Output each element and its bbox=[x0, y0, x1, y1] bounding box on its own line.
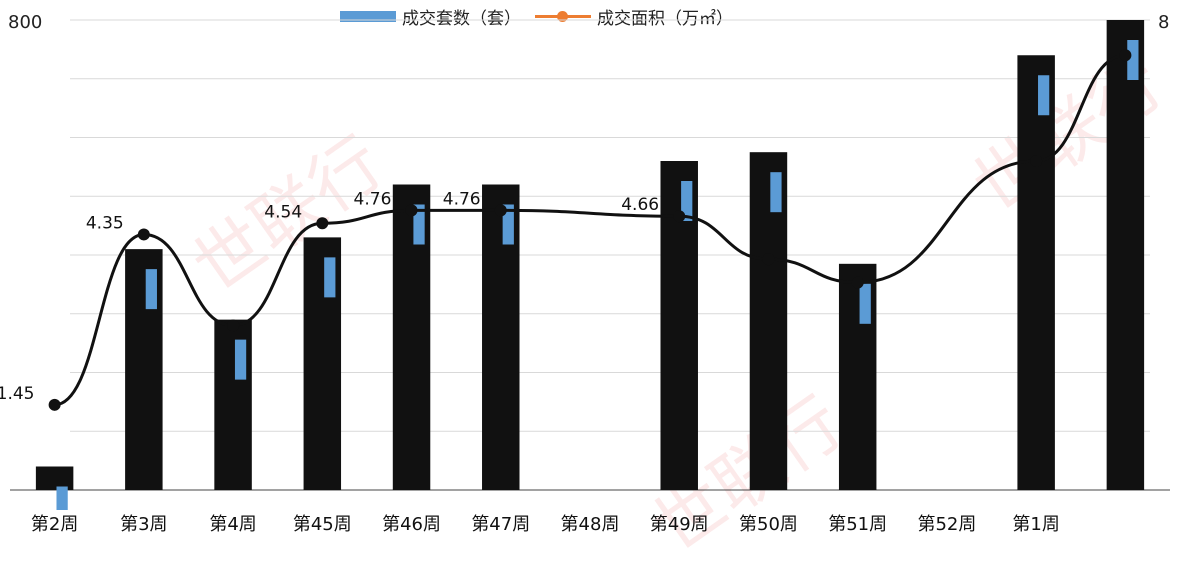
line-data-label: 4.54 bbox=[264, 202, 302, 222]
x-category-label: 第52周 bbox=[917, 514, 976, 535]
x-category-label: 第1周 bbox=[1012, 514, 1059, 535]
bar-highlight bbox=[1038, 75, 1050, 116]
line-data-label: 4.76 bbox=[443, 189, 481, 209]
bar-highlight bbox=[56, 486, 68, 510]
grid bbox=[10, 19, 1170, 491]
x-category-label: 第50周 bbox=[739, 514, 798, 535]
line-point bbox=[1030, 155, 1043, 167]
chart: 800 8 1.45 4.35 4.54 4.76 4.76 4.66 第2周 第3周 第4周 第45… bbox=[0, 12, 1170, 535]
bar bbox=[1106, 20, 1145, 490]
labels: 800 8 1.45 4.35 4.54 4.76 4.76 4.66 第2周 第3周 第4周 第45… bbox=[0, 12, 1169, 535]
x-category-label: 第45周 bbox=[293, 514, 352, 535]
line-point bbox=[316, 217, 329, 230]
bar-highlight bbox=[859, 283, 871, 324]
line-series bbox=[48, 49, 1132, 411]
bar-highlight bbox=[502, 204, 514, 245]
x-category-label: 第48周 bbox=[561, 514, 620, 535]
bars bbox=[35, 20, 1145, 510]
line-point bbox=[137, 228, 150, 241]
x-category-label: 第47周 bbox=[471, 514, 530, 535]
line-point bbox=[48, 398, 61, 411]
legend-line-swatch bbox=[535, 11, 591, 22]
legend-bar-swatch bbox=[340, 11, 396, 22]
line-point bbox=[494, 204, 507, 217]
x-category-label: 第4周 bbox=[209, 514, 256, 535]
chart-legend: 成交套数（套） 成交面积（万㎡） bbox=[340, 4, 733, 29]
bar-highlight bbox=[145, 269, 157, 310]
line-path bbox=[54, 53, 1126, 407]
x-category-label: 第46周 bbox=[382, 514, 441, 535]
x-category-label: 第2周 bbox=[31, 514, 78, 535]
bar-highlight bbox=[413, 204, 425, 245]
y-left-tick-label: 800 bbox=[8, 12, 42, 33]
bar bbox=[1017, 55, 1055, 490]
line-data-label: 4.66 bbox=[621, 195, 659, 215]
line-data-label: 1.45 bbox=[0, 384, 34, 404]
legend-item-bar: 成交套数（套） bbox=[340, 4, 521, 29]
y-right-tick-label: 8 bbox=[1158, 12, 1169, 33]
line-point bbox=[851, 276, 864, 289]
bar-highlight bbox=[681, 181, 693, 221]
bar-highlight bbox=[324, 257, 336, 298]
line-point bbox=[227, 319, 240, 332]
x-category-label: 第49周 bbox=[650, 514, 709, 535]
x-category-label: 第51周 bbox=[828, 514, 887, 535]
legend-line-label: 成交面积（万㎡） bbox=[597, 9, 733, 29]
bar-highlight bbox=[234, 339, 247, 380]
legend-bar-label: 成交套数（套） bbox=[402, 9, 521, 29]
line-point bbox=[673, 210, 686, 223]
bar-highlight bbox=[1127, 40, 1139, 80]
bar bbox=[35, 466, 74, 490]
line-point bbox=[405, 204, 418, 217]
bar-highlight bbox=[770, 172, 782, 213]
line-data-label: 4.76 bbox=[354, 189, 392, 209]
line-point bbox=[1119, 49, 1132, 62]
x-category-label: 第3周 bbox=[120, 514, 167, 535]
legend-item-line: 成交面积（万㎡） bbox=[535, 4, 733, 29]
line-data-label: 4.35 bbox=[86, 213, 124, 233]
line-point bbox=[762, 253, 775, 266]
